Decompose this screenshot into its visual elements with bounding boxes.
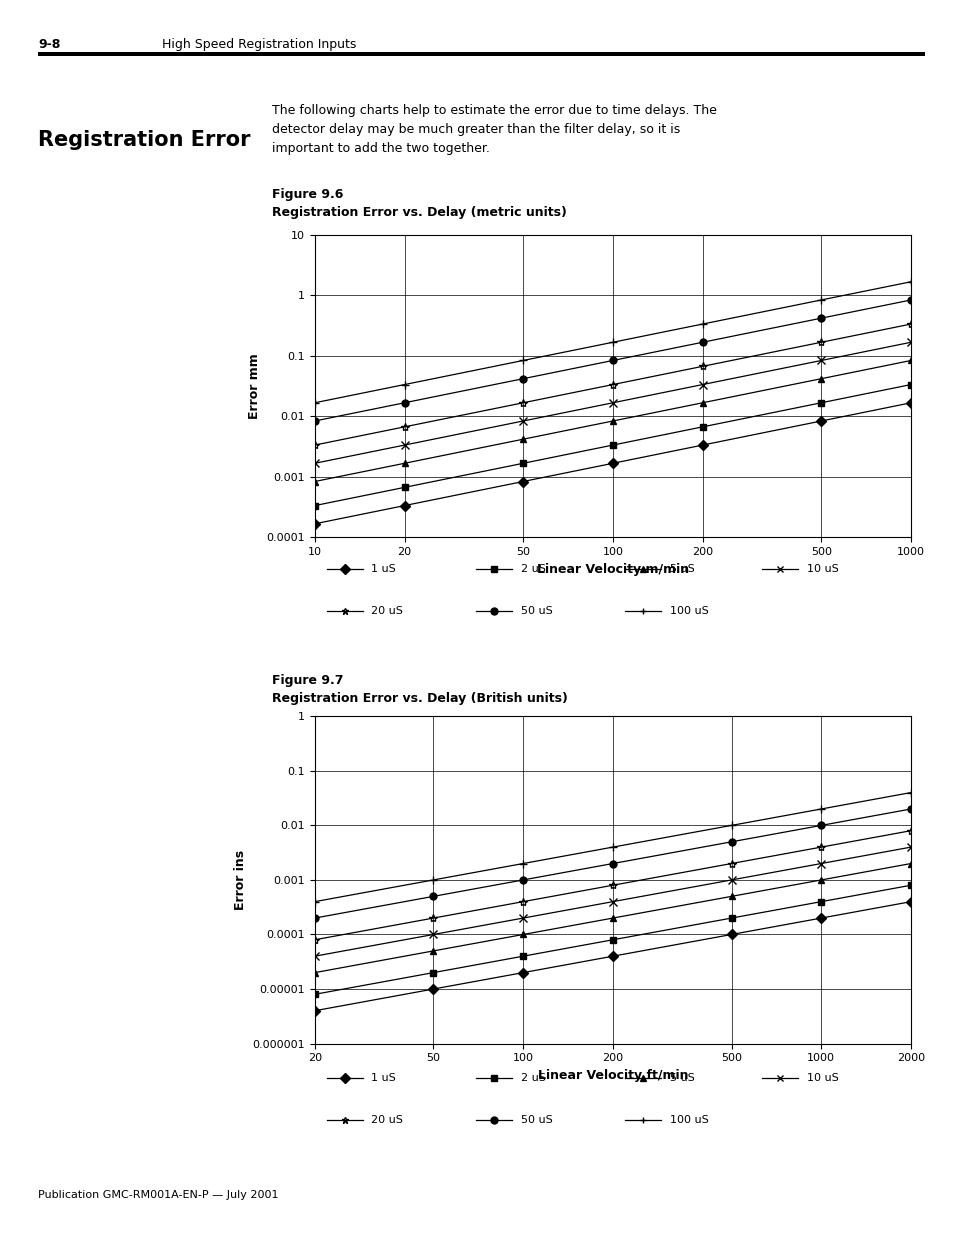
Text: 10 uS: 10 uS — [806, 1073, 838, 1083]
Text: 20 uS: 20 uS — [371, 606, 403, 616]
Text: 1 uS: 1 uS — [371, 564, 395, 574]
Y-axis label: Error ins: Error ins — [233, 850, 247, 910]
Text: Figure 9.6: Figure 9.6 — [272, 188, 343, 201]
Text: 2 uS: 2 uS — [520, 1073, 545, 1083]
Y-axis label: Error mm: Error mm — [248, 353, 260, 419]
Text: 100 uS: 100 uS — [669, 606, 707, 616]
Text: Registration Error vs. Delay (British units): Registration Error vs. Delay (British un… — [272, 692, 567, 705]
Text: 2 uS: 2 uS — [520, 564, 545, 574]
Text: High Speed Registration Inputs: High Speed Registration Inputs — [162, 38, 356, 51]
Text: Registration Error vs. Delay (metric units): Registration Error vs. Delay (metric uni… — [272, 206, 566, 220]
Text: The following charts help to estimate the error due to time delays. The
detector: The following charts help to estimate th… — [272, 104, 716, 154]
X-axis label: Linear Velocity ft/min: Linear Velocity ft/min — [537, 1068, 687, 1082]
X-axis label: Linear Velocity m/min: Linear Velocity m/min — [537, 562, 688, 576]
Text: 1 uS: 1 uS — [371, 1073, 395, 1083]
Text: Publication GMC-RM001A-EN-P — July 2001: Publication GMC-RM001A-EN-P — July 2001 — [38, 1191, 278, 1200]
Text: 5 uS: 5 uS — [669, 564, 694, 574]
Text: Figure 9.7: Figure 9.7 — [272, 674, 343, 688]
Text: 20 uS: 20 uS — [371, 1115, 403, 1125]
Text: 5 uS: 5 uS — [669, 1073, 694, 1083]
Text: 50 uS: 50 uS — [520, 606, 552, 616]
Text: 10 uS: 10 uS — [806, 564, 838, 574]
Text: 100 uS: 100 uS — [669, 1115, 707, 1125]
Text: 9-8: 9-8 — [38, 38, 60, 51]
Text: 50 uS: 50 uS — [520, 1115, 552, 1125]
Text: Registration Error: Registration Error — [38, 130, 251, 149]
